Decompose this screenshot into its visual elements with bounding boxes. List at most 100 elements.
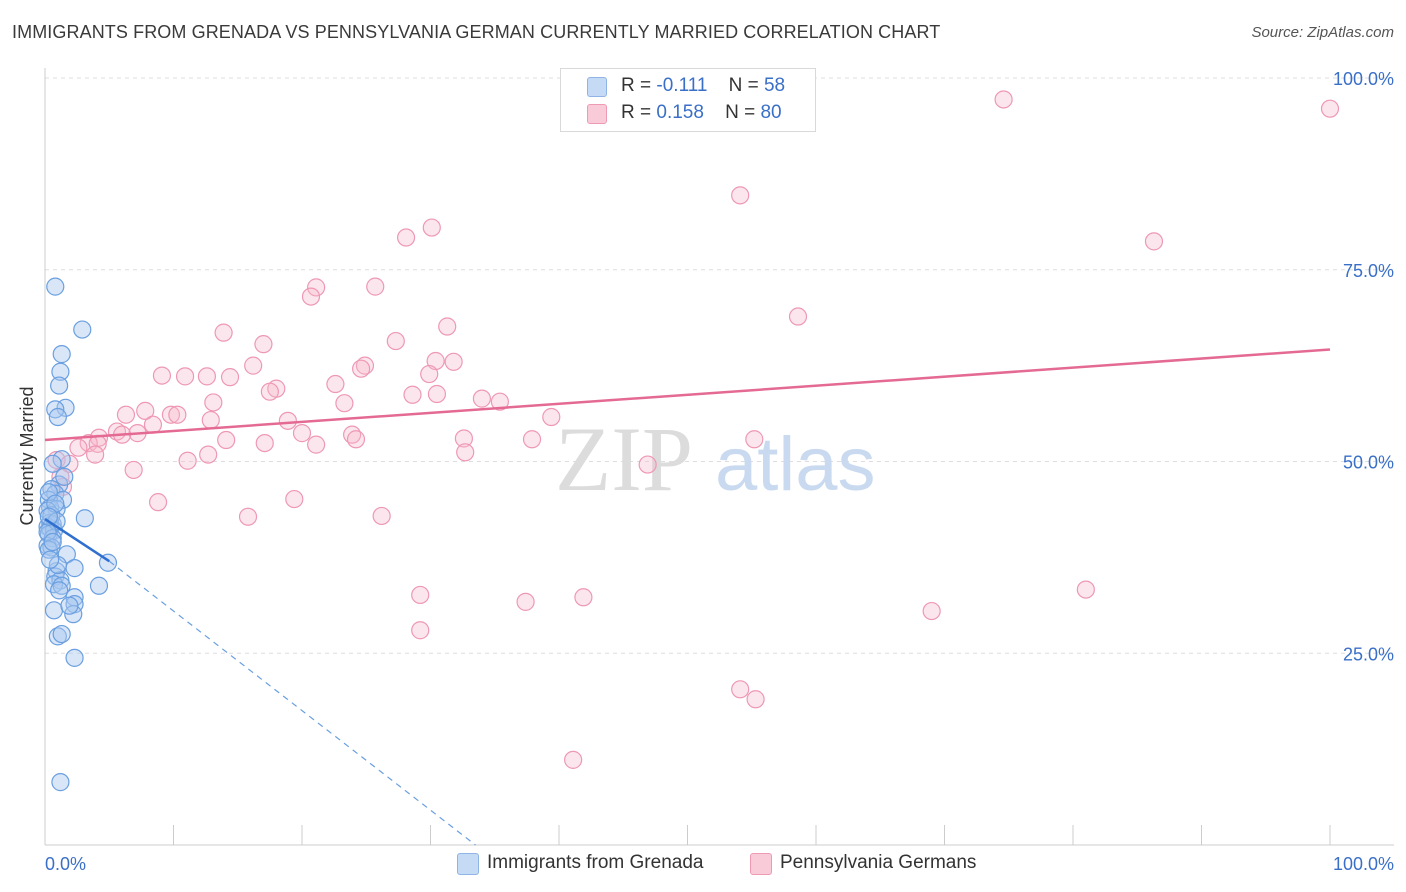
pennsylvania-point: [214, 323, 233, 342]
pennsylvania-point: [444, 352, 463, 371]
pennsylvania-point: [1320, 99, 1340, 118]
pennsylvania-point: [1144, 232, 1164, 251]
bottom-legend-label-pennsylvania: Pennsylvania Germans: [780, 852, 977, 873]
pennsylvania-point: [994, 90, 1013, 109]
pennsylvania-point: [292, 424, 312, 443]
pennsylvania-point: [136, 401, 155, 420]
legend-swatch-pennsylvania: [587, 104, 607, 124]
grenada-point: [75, 509, 94, 528]
grenada-point: [65, 648, 84, 667]
pennsylvania-point: [490, 392, 509, 411]
y-tick-label: 75.0%: [1343, 261, 1394, 281]
grenada-point: [73, 320, 92, 339]
legend-r-value: 0.158: [656, 102, 704, 123]
pennsylvania-point: [335, 394, 354, 413]
pennsylvania-point: [1076, 580, 1095, 599]
pennsylvania-trend-line: [44, 348, 1331, 442]
pennsylvania-point: [745, 430, 764, 449]
pennsylvania-point: [161, 405, 181, 424]
legend-n-value: 80: [760, 102, 782, 123]
pennsylvania-point: [168, 405, 187, 424]
bottom-legend-label-grenada: Immigrants from Grenada: [487, 852, 704, 873]
pennsylvania-point: [638, 455, 657, 474]
source-label: Source: ZipAtlas.com: [1251, 24, 1394, 41]
pennsylvania-point: [285, 489, 304, 509]
grenada-point: [46, 277, 65, 296]
pennsylvania-point: [396, 228, 416, 247]
pennsylvania-point: [260, 382, 279, 401]
grenada-point: [38, 522, 57, 542]
pennsylvania-point: [326, 374, 345, 394]
grenada-point: [50, 581, 69, 600]
grenada-point: [39, 483, 58, 502]
grenada-point: [52, 624, 71, 644]
pennsylvania-point: [301, 287, 321, 306]
y-tick-label: 50.0%: [1343, 453, 1394, 473]
grenada-point: [48, 407, 67, 427]
x-tick-label: 0.0%: [45, 854, 86, 874]
axes: [44, 68, 1394, 846]
y-axis-label: Currently Married: [17, 386, 37, 525]
watermark: ZIP atlas: [555, 408, 876, 510]
pennsylvania-point: [574, 588, 593, 607]
grenada-point: [60, 596, 79, 615]
pennsylvania-point: [522, 430, 542, 449]
pennsylvania-point: [307, 435, 326, 454]
grenada-point: [43, 454, 62, 473]
trend-lines: [44, 348, 1331, 846]
legend-n-label: N =: [728, 75, 759, 96]
grenada-trend-line: [44, 517, 110, 563]
pennsylvania-point: [411, 585, 430, 605]
grenada-point: [55, 467, 74, 486]
pennsylvania-point: [220, 368, 240, 387]
pennsylvania-point: [746, 690, 765, 709]
grenada-point: [89, 576, 109, 595]
grenada-point: [44, 601, 64, 620]
pennsylvania-point: [116, 405, 136, 424]
grenada-point: [41, 550, 60, 569]
pennsylvania-point: [420, 364, 439, 384]
pennsylvania-point: [411, 621, 430, 640]
tick-labels: 25.0% 50.0% 75.0% 100.0% 0.0% 100.0%: [45, 69, 1394, 874]
pennsylvania-point: [199, 445, 218, 464]
pennsylvania-point: [564, 750, 583, 769]
pennsylvania-point: [788, 307, 808, 326]
legend-r-label: R =: [621, 102, 652, 123]
pennsylvania-point: [403, 385, 422, 404]
pennsylvania-point: [238, 507, 258, 526]
pennsylvania-point: [731, 680, 750, 699]
pennsylvania-point: [386, 331, 405, 351]
grenada-point: [51, 773, 70, 792]
pennsylvania-point: [69, 438, 88, 457]
y-tick-label: 100.0%: [1333, 69, 1394, 89]
pennsylvania-point: [472, 389, 491, 408]
pennsylvania-point: [143, 415, 163, 434]
pennsylvania-point: [307, 278, 326, 297]
series-immigrants-from-grenada: [38, 277, 118, 792]
pennsylvania-point: [731, 186, 750, 205]
watermark-zip: ZIP: [555, 408, 693, 510]
pennsylvania-point: [175, 367, 195, 386]
grenada-point: [39, 507, 58, 526]
legend-n-value: 58: [763, 75, 786, 96]
pennsylvania-point: [366, 277, 385, 296]
bottom-legend-swatch-grenada: [457, 853, 479, 875]
pennsylvania-point: [178, 451, 197, 470]
pennsylvania-point: [201, 410, 220, 430]
pennsylvania-point: [542, 407, 561, 427]
grenada-point: [43, 532, 62, 552]
legend-swatch-grenada: [587, 77, 607, 97]
chart-title: IMMIGRANTS FROM GRENADA VS PENNSYLVANIA …: [12, 22, 941, 42]
pennsylvania-point: [244, 356, 263, 375]
grenada-trend-extension: [108, 560, 476, 846]
grenada-point: [50, 376, 69, 395]
pennsylvania-point: [516, 592, 535, 611]
pennsylvania-point: [456, 443, 475, 462]
pennsylvania-point: [254, 335, 273, 354]
grenada-point: [51, 362, 70, 381]
pennsylvania-point: [197, 367, 217, 386]
pennsylvania-point: [148, 493, 168, 512]
pennsylvania-point: [204, 393, 223, 412]
pennsylvania-point: [217, 430, 236, 450]
grenada-point: [65, 559, 84, 578]
